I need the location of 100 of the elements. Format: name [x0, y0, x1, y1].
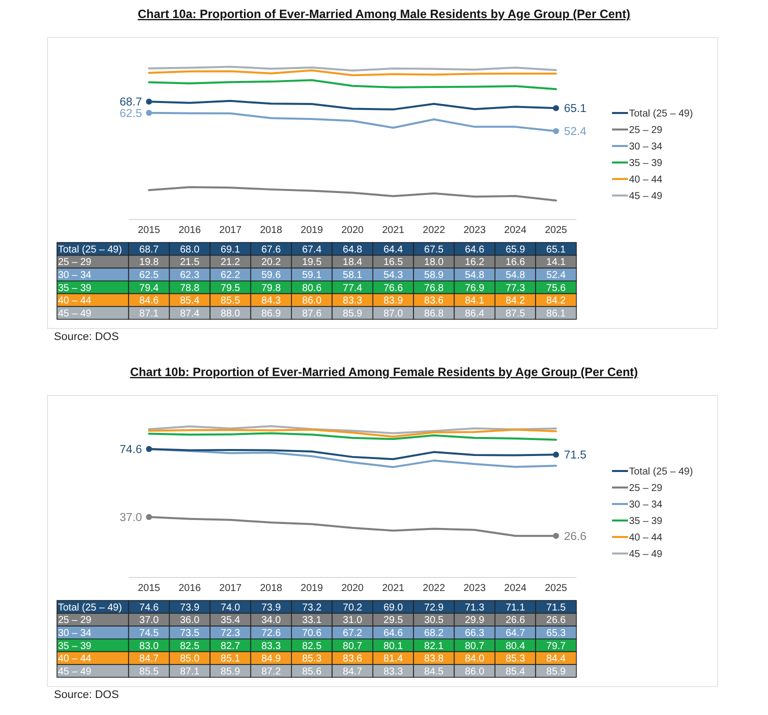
data-label: 85.4 — [506, 666, 526, 678]
data-label: 70.2 — [342, 602, 363, 614]
data-label: 67.5 — [424, 244, 444, 256]
text: 45 – 49 — [58, 308, 92, 320]
x-tick-label: 2018 — [260, 583, 283, 594]
text: 45 – 49 — [58, 666, 92, 678]
legend-label: Total (25 – 49) — [629, 108, 693, 120]
data-label: 62.3 — [180, 270, 200, 281]
data-label: 87.2 — [261, 666, 282, 678]
data-label: 85.3 — [302, 654, 322, 665]
x-tick-label: 2017 — [219, 225, 242, 236]
x-tick-label: 2019 — [300, 225, 324, 236]
data-label: 58.1 — [342, 270, 363, 281]
x-tick-label: 2019 — [300, 583, 324, 594]
data-label: 26.6 — [506, 615, 526, 626]
legend-label: 40 – 44 — [629, 174, 663, 186]
legend-label: 40 – 44 — [629, 532, 663, 544]
x-tick-label: 2022 — [422, 583, 446, 594]
data-label: 82.5 — [180, 640, 200, 652]
legend-label: 45 – 49 — [629, 191, 663, 202]
data-label: 68.0 — [180, 244, 200, 256]
x-tick-label: 2021 — [382, 225, 405, 236]
annotation: 62.5 — [120, 108, 142, 120]
data-label: 64.6 — [383, 628, 404, 639]
x-tick-label: 2022 — [422, 225, 446, 236]
data-label: 64.6 — [464, 244, 485, 256]
data-label: 73.2 — [302, 602, 322, 614]
data-label: 85.6 — [302, 666, 322, 678]
data-label: 19.8 — [139, 257, 160, 268]
data-label: 73.5 — [180, 628, 200, 639]
data-label: 65.1 — [546, 244, 566, 256]
data-label: 86.9 — [261, 308, 282, 320]
data-label: 54.8 — [464, 270, 485, 281]
x-tick-label: 2023 — [463, 225, 486, 236]
data-label: 80.6 — [302, 282, 322, 294]
data-label: 26.6 — [546, 615, 566, 626]
data-label: 71.1 — [506, 602, 526, 614]
text: 30 – 34 — [58, 270, 92, 281]
text: 40 – 44 — [58, 296, 92, 307]
data-label: 64.7 — [506, 628, 526, 639]
data-label: 77.4 — [342, 282, 363, 294]
data-label: 84.7 — [139, 654, 160, 665]
data-label: 84.2 — [546, 296, 566, 307]
x-tick-label: 2021 — [382, 583, 405, 594]
source-note: Source: DOS — [54, 689, 119, 701]
data-label: 83.9 — [383, 296, 404, 307]
chart-title: Chart 10a: Proportion of Ever-Married Among Male Residents by Age Group (Per Cent) — [138, 7, 630, 21]
data-label: 87.6 — [302, 308, 322, 320]
data-label: 79.5 — [220, 282, 241, 294]
data-label: 65.9 — [506, 244, 526, 256]
data-label: 62.2 — [220, 270, 241, 281]
annotation: 65.1 — [564, 103, 586, 116]
annotation: 68.7 — [120, 96, 142, 109]
data-label: 74.6 — [139, 602, 160, 614]
data-label: 70.6 — [302, 628, 322, 639]
legend-label: 25 – 29 — [629, 125, 663, 136]
x-tick-label: 2020 — [341, 583, 364, 594]
legend-label: 35 – 39 — [629, 516, 663, 527]
data-label: 88.0 — [220, 308, 241, 320]
data-label: 85.5 — [220, 296, 241, 307]
data-label: 86.8 — [424, 308, 444, 320]
text: 25 – 29 — [58, 615, 92, 626]
x-tick-label: 2023 — [463, 583, 486, 594]
data-label: 73.9 — [180, 602, 200, 614]
data-label: 65.3 — [546, 628, 566, 639]
data-label: 71.3 — [464, 602, 485, 614]
data-label: 83.3 — [261, 640, 282, 652]
data-label: 36.0 — [180, 615, 200, 626]
data-label: 35.4 — [220, 615, 241, 626]
data-label: 67.2 — [342, 628, 363, 639]
data-label: 66.3 — [464, 628, 485, 639]
data-label: 83.6 — [424, 296, 444, 307]
data-label: 87.4 — [180, 308, 200, 320]
data-label: 76.8 — [424, 282, 444, 294]
data-label: 59.6 — [261, 270, 282, 281]
text: 30 – 34 — [58, 628, 92, 639]
text: 25 – 29 — [58, 257, 92, 268]
data-label: 83.3 — [383, 666, 404, 678]
legend-label: 30 – 34 — [629, 142, 663, 152]
data-label: 29.5 — [383, 615, 404, 626]
data-label: 83.0 — [139, 640, 160, 652]
x-tick-label: 2016 — [178, 583, 202, 594]
x-tick-label: 2025 — [544, 225, 568, 236]
data-label: 78.8 — [180, 282, 200, 294]
annotation: 37.0 — [120, 512, 142, 524]
data-label: 69.1 — [220, 244, 241, 256]
data-label: 72.3 — [220, 628, 241, 639]
data-label: 79.4 — [139, 282, 160, 294]
data-label: 82.5 — [302, 640, 322, 652]
data-label: 84.2 — [506, 296, 526, 307]
data-label: 16.6 — [506, 257, 526, 268]
data-label: 74.5 — [139, 628, 160, 639]
data-label: 85.3 — [506, 654, 526, 665]
data-label: 85.9 — [342, 308, 363, 320]
data-label: 84.4 — [546, 654, 566, 665]
data-label: 16.2 — [464, 257, 485, 268]
data-label: 69.0 — [383, 602, 404, 614]
data-label: 84.7 — [342, 666, 363, 678]
data-label: 84.3 — [261, 296, 282, 307]
data-label: 20.2 — [261, 257, 282, 268]
